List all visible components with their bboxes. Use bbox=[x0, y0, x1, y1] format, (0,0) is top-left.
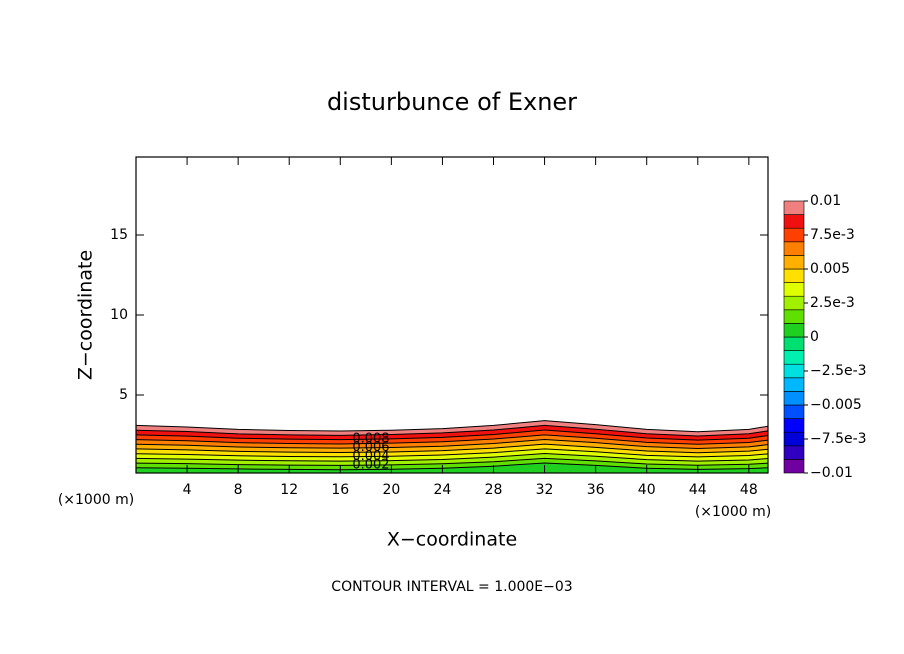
contour-line bbox=[135, 448, 769, 458]
x-tick-label: 12 bbox=[280, 482, 298, 498]
contour-fill bbox=[136, 458, 768, 470]
contour-label: 0.004 bbox=[352, 449, 389, 464]
colorbar-segment bbox=[783, 214, 805, 229]
colorbar-segment bbox=[783, 282, 805, 297]
x-tick-label: 48 bbox=[740, 482, 758, 498]
x-unit: (×1000 m) bbox=[695, 504, 771, 520]
contour-line bbox=[135, 424, 769, 437]
colorbar-segment bbox=[783, 295, 805, 311]
colorbar-tick-label: 7.5e-3 bbox=[810, 227, 855, 243]
x-tick-label: 20 bbox=[382, 482, 400, 498]
z-unit: (×1000 m) bbox=[58, 492, 134, 508]
contour-line bbox=[135, 420, 769, 433]
contour-label: 0.006 bbox=[352, 440, 389, 455]
colorbar-segment bbox=[783, 391, 805, 406]
chart-title: disturbunce of Exner bbox=[327, 88, 577, 116]
colorbar-segment bbox=[783, 241, 805, 256]
contour-label: 0.008 bbox=[352, 432, 389, 447]
colorbar-segment bbox=[783, 459, 805, 474]
y-axis-label: Z−coordinate bbox=[75, 250, 97, 380]
contour-line bbox=[135, 434, 769, 445]
x-tick-label: 44 bbox=[689, 482, 707, 498]
contour-interval: CONTOUR INTERVAL = 1.000E−03 bbox=[331, 579, 572, 595]
colorbar-segment bbox=[783, 445, 805, 460]
y-tick-label: 10 bbox=[110, 307, 128, 323]
colorbar-segment bbox=[783, 404, 805, 419]
colorbar-tick-label: −0.01 bbox=[810, 465, 853, 481]
contour-line bbox=[135, 453, 769, 462]
y-tick-label: 5 bbox=[119, 387, 128, 403]
contour-line bbox=[135, 438, 769, 449]
colorbar-segment bbox=[783, 227, 805, 243]
colorbar-segment bbox=[783, 268, 805, 283]
x-tick-label: 8 bbox=[234, 482, 243, 498]
colorbar-segment bbox=[783, 323, 805, 338]
colorbar-segment bbox=[783, 377, 805, 392]
colorbar-tick-label: 0 bbox=[810, 329, 819, 345]
colorbar-segment bbox=[783, 336, 805, 351]
colorbar-tick-label: 2.5e-3 bbox=[810, 295, 855, 311]
colorbar-segment bbox=[783, 255, 805, 270]
contour-line bbox=[135, 457, 769, 466]
x-tick-label: 36 bbox=[587, 482, 605, 498]
x-tick-label: 24 bbox=[434, 482, 452, 498]
colorbar-tick-label: −2.5e-3 bbox=[810, 363, 867, 379]
x-tick-label: 4 bbox=[183, 482, 192, 498]
colorbar-tick-label: 0.005 bbox=[810, 261, 850, 277]
colorbar-tick-label: −7.5e-3 bbox=[810, 431, 867, 447]
colorbar-segment bbox=[783, 350, 805, 365]
colorbar-segment bbox=[783, 418, 805, 433]
colorbar-segment bbox=[783, 309, 805, 324]
colorbar-segment bbox=[783, 363, 805, 379]
y-tick-label: 15 bbox=[110, 227, 128, 243]
colorbar-tick-label: −0.005 bbox=[810, 397, 862, 413]
x-tick-label: 40 bbox=[638, 482, 656, 498]
x-axis-label: X−coordinate bbox=[387, 529, 517, 551]
x-tick-label: 28 bbox=[485, 482, 503, 498]
contour-line bbox=[135, 429, 769, 441]
contour-line bbox=[135, 443, 769, 454]
x-tick-label: 32 bbox=[536, 482, 554, 498]
contour-line bbox=[135, 462, 769, 471]
colorbar-segment bbox=[783, 200, 805, 215]
x-tick-label: 16 bbox=[331, 482, 349, 498]
plot-frame bbox=[135, 156, 769, 474]
contour-label: 0.002 bbox=[352, 458, 389, 473]
colorbar-tick-label: 0.01 bbox=[810, 193, 841, 209]
colorbar-segment bbox=[783, 431, 805, 447]
